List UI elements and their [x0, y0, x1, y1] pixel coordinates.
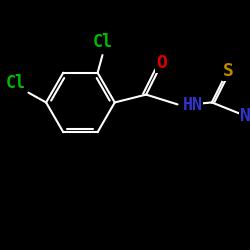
Text: O: O	[156, 54, 167, 72]
Text: HN: HN	[182, 96, 203, 114]
Text: N: N	[240, 107, 250, 125]
Text: Cl: Cl	[92, 33, 112, 51]
Text: S: S	[223, 62, 234, 80]
Text: Cl: Cl	[6, 74, 26, 92]
